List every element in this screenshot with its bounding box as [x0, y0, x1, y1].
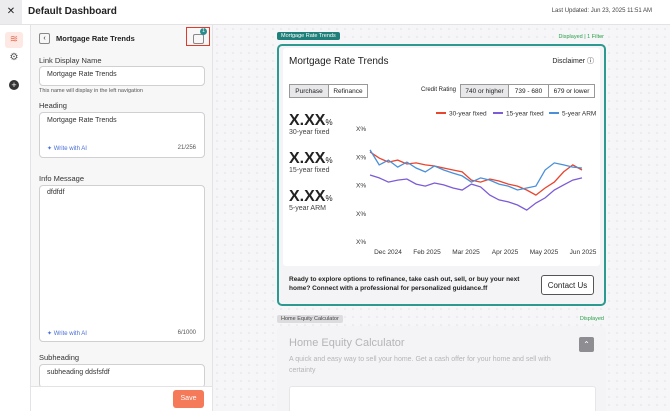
textarea[interactable]	[39, 185, 205, 342]
filter-badge: 1	[200, 28, 207, 35]
widget-status: Displayed	[579, 316, 604, 322]
write-ai-text: Write with AI	[53, 146, 87, 152]
x-tick-label: Dec 2024	[374, 249, 402, 256]
layers-icon[interactable]: ≋	[5, 32, 23, 48]
field-label: Link Display Name	[39, 56, 102, 65]
input-value: subheading ddsfsfdf	[47, 369, 110, 376]
write-ai[interactable]: ✦ Write with AI	[47, 146, 87, 152]
back-button[interactable]: ‹	[39, 33, 50, 44]
cta-text: Ready to explore options to refinance, t…	[289, 276, 520, 292]
stat: X.XX% 5-year ARM	[289, 188, 333, 212]
series-line	[369, 174, 583, 211]
stat-value: X.XX	[289, 188, 326, 205]
stat-unit: %	[325, 118, 333, 127]
close-button[interactable]: ✕	[0, 0, 22, 24]
calculator-box	[289, 386, 596, 411]
last-updated: Last Updated: Jun 23, 2025 11:51 AM	[551, 8, 652, 14]
x-tick-label: Apr 2025	[492, 249, 519, 256]
credit-option[interactable]: 679 or lower	[548, 84, 595, 98]
x-tick-label: May 2025	[530, 249, 559, 256]
textarea-value: Mortgage Rate Trends	[47, 117, 117, 124]
stat: X.XX% 15-year fixed	[289, 150, 333, 174]
filter-icon-box[interactable]	[186, 27, 210, 46]
y-tick-label: X%	[356, 239, 366, 246]
y-tick-label: X%	[356, 154, 366, 161]
widget-status: Displayed | 1 Filter	[558, 34, 604, 40]
help-text: This name will display in the left navig…	[39, 88, 143, 94]
textarea[interactable]	[39, 112, 205, 158]
stat-value: X.XX	[289, 112, 326, 129]
collapse-button[interactable]: ⌃	[579, 337, 594, 352]
page-title: Default Dashboard	[28, 6, 117, 17]
text-input[interactable]	[39, 66, 205, 86]
widget-tag: Home Equity Calculator	[277, 315, 343, 323]
disclaimer[interactable]: Disclaimer ⓘ	[552, 58, 594, 65]
char-count: 21/256	[177, 145, 196, 151]
stat-unit: %	[325, 156, 333, 165]
x-tick-label: Jun 2025	[570, 249, 597, 256]
widget-subtitle: A quick and easy way to sell your home. …	[289, 356, 551, 374]
credit-option[interactable]: 740 or higher	[460, 84, 509, 98]
top-bar	[0, 0, 670, 25]
legend-label: 15-year fixed	[506, 111, 544, 118]
widget-title: Home Equity Calculator	[289, 337, 405, 349]
filter-icon	[193, 34, 204, 44]
editor-title: Mortgage Rate Trends	[56, 34, 135, 43]
add-icon[interactable]: +	[9, 80, 19, 90]
widget-title: Mortgage Rate Trends	[289, 56, 389, 67]
legend-label: 30-year fixed	[449, 111, 487, 118]
textarea-value: dfdfdf	[47, 189, 65, 196]
field-label: Subheading	[39, 353, 80, 362]
field-label: Info Message	[39, 174, 85, 183]
stat-unit: %	[325, 194, 333, 203]
stat-value: X.XX	[289, 150, 326, 167]
disclaimer-text: Disclaimer	[552, 58, 586, 65]
stat-label: 5-year ARM	[289, 205, 326, 212]
widget-tag: Mortgage Rate Trends	[277, 32, 340, 40]
y-tick-label: X%	[356, 126, 366, 133]
x-tick-label: Feb 2025	[413, 249, 441, 256]
series-line	[369, 149, 583, 191]
stat-label: 30-year fixed	[289, 129, 330, 136]
write-ai[interactable]: ✦ Write with AI	[47, 331, 87, 337]
settings-icon[interactable]: ⚙	[9, 52, 19, 63]
stat: X.XX% 30-year fixed	[289, 112, 333, 136]
save-button[interactable]: Save	[173, 390, 204, 408]
credit-label: Credit Rating	[421, 87, 457, 93]
y-tick-label: X%	[356, 183, 366, 190]
char-count: 6/1000	[177, 330, 196, 336]
input-value: Mortgage Rate Trends	[47, 71, 117, 78]
write-ai-text: Write with AI	[53, 331, 87, 337]
field-label: Heading	[39, 101, 67, 110]
stat-label: 15-year fixed	[289, 167, 330, 174]
legend-label: 5-year ARM	[562, 111, 596, 118]
x-tick-label: Mar 2025	[452, 249, 480, 256]
y-tick-label: X%	[356, 211, 366, 218]
contact-button[interactable]: Contact Us	[541, 275, 594, 295]
series-line	[369, 151, 583, 196]
tab[interactable]: Refinance	[328, 84, 368, 98]
